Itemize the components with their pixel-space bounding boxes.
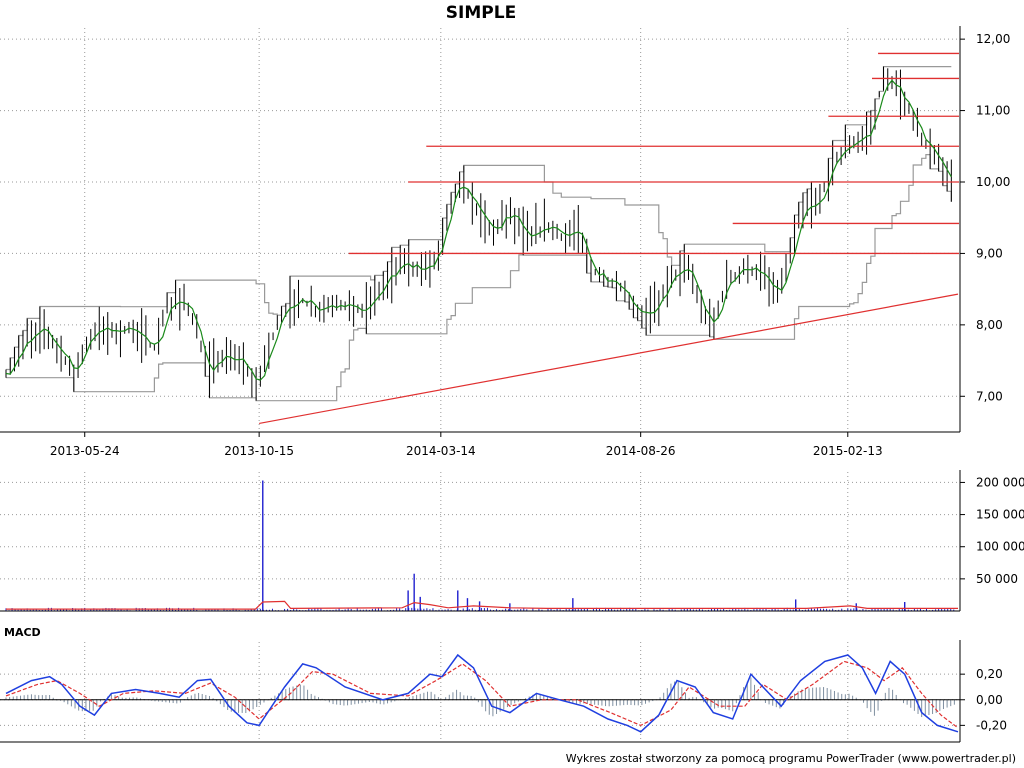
x-tick-label: 2013-05-24 — [50, 444, 120, 458]
x-tick-label: 2014-03-14 — [406, 444, 476, 458]
volume-average — [6, 600, 958, 610]
channel-upper — [6, 66, 952, 371]
macd-panel: MACD -0,20 0,00 0,20 — [0, 626, 1007, 743]
volume-grid — [0, 472, 960, 611]
y-tick-label: 9,00 — [976, 246, 1003, 260]
price-y-ticks: 7,00 8,00 9,00 10,00 11,00 12,00 — [960, 32, 1010, 403]
y-tick-label: 0,00 — [976, 693, 1003, 707]
price-x-ticks: 2013-05-24 2013-10-15 2014-03-14 2014-08-26… — [50, 432, 883, 458]
macd-label: MACD — [4, 626, 41, 639]
price-axes — [0, 26, 961, 433]
price-channel — [6, 66, 952, 402]
moving-average-line — [5, 79, 952, 381]
y-tick-label: 12,00 — [976, 32, 1010, 46]
channel-lower — [6, 154, 952, 402]
resistance-levels — [259, 52, 959, 425]
moving-average — [5, 79, 952, 381]
volume-axes — [0, 470, 961, 612]
y-tick-label: 200 000 — [976, 475, 1024, 489]
x-tick-label: 2015-02-13 — [813, 444, 883, 458]
y-tick-label: 10,00 — [976, 175, 1010, 189]
price-bars — [5, 66, 952, 401]
macd-y-ticks: -0,20 0,00 0,20 — [960, 667, 1007, 732]
y-tick-label: 7,00 — [976, 389, 1003, 403]
x-tick-label: 2013-10-15 — [224, 444, 294, 458]
y-tick-label: 50 000 — [976, 572, 1018, 586]
y-tick-label: 0,20 — [976, 667, 1003, 681]
y-tick-label: 11,00 — [976, 104, 1010, 118]
y-tick-label: -0,20 — [976, 718, 1007, 732]
price-grid — [0, 28, 960, 432]
trend-line — [259, 293, 959, 425]
volume-average-line — [6, 600, 958, 610]
signal-line — [5, 660, 959, 729]
macd-lines — [5, 653, 959, 733]
chart-title: SIMPLE — [446, 3, 516, 23]
y-tick-label: 100 000 — [976, 540, 1024, 554]
footer-credit: Wykres został stworzony za pomocą progra… — [566, 752, 1016, 765]
y-tick-label: 8,00 — [976, 318, 1003, 332]
volume-bars — [5, 480, 955, 611]
y-tick-label: 150 000 — [976, 508, 1024, 522]
volume-y-ticks: 50 000 100 000 150 000 200 000 — [960, 475, 1024, 586]
macd-line — [5, 653, 959, 733]
volume-panel: 50 000 100 000 150 000 200 000 — [0, 470, 1024, 612]
macd-histogram — [0, 677, 960, 718]
x-tick-label: 2014-08-26 — [606, 444, 676, 458]
